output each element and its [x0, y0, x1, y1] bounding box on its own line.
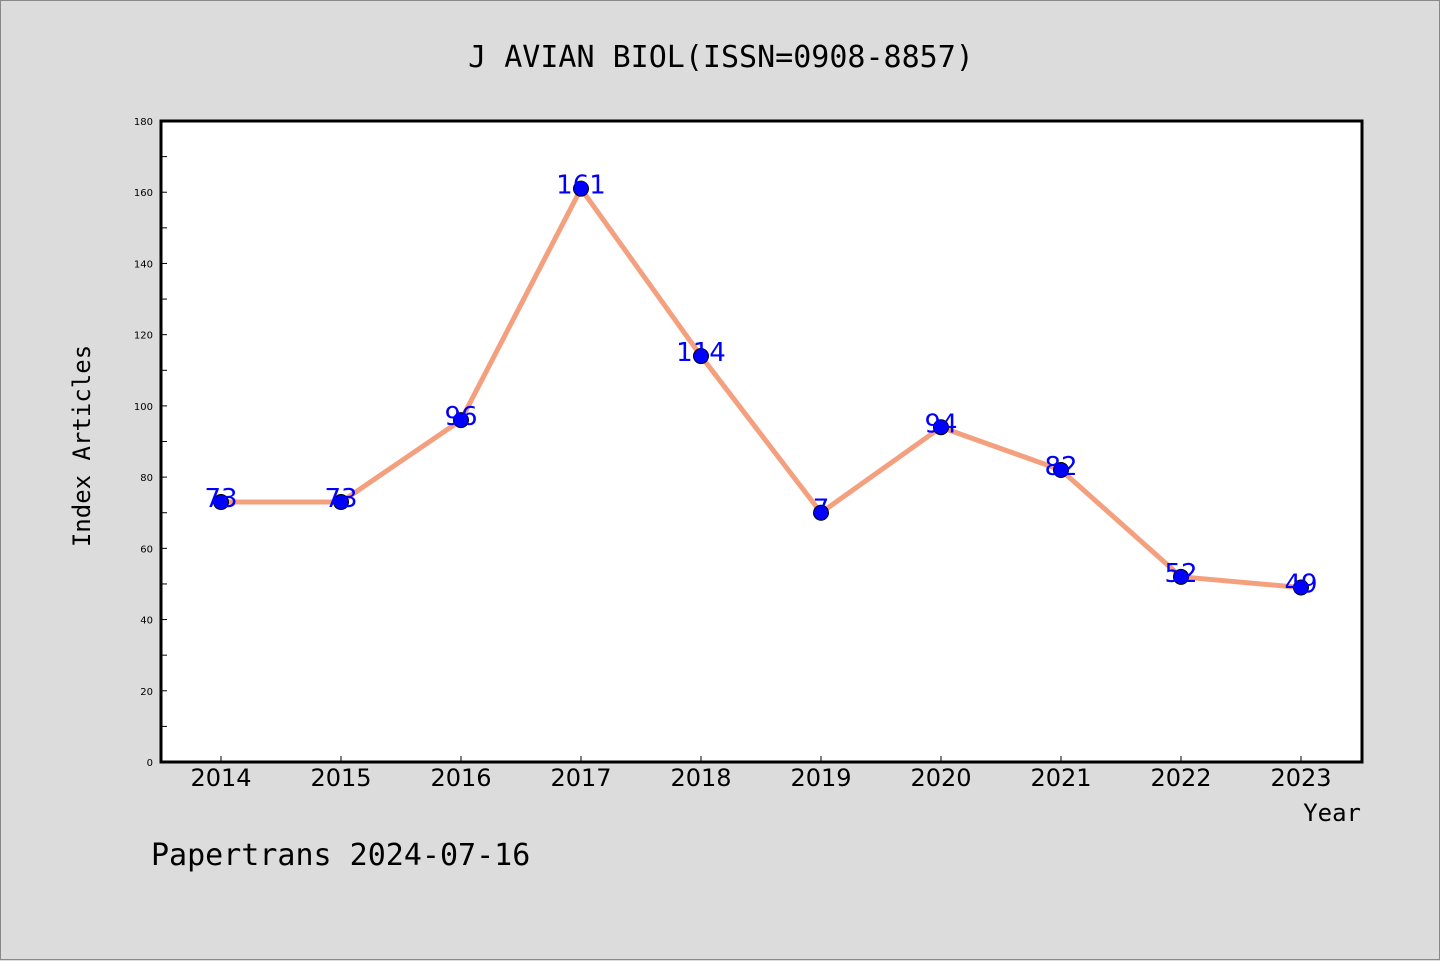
data-labels-group: 73 73 96 161 114 7 94 82 52 49 — [204, 171, 1317, 600]
footer-text: Papertrans 2024-07-16 — [151, 838, 530, 873]
data-label: 82 — [1044, 452, 1077, 482]
x-tick-label: 2022 — [1150, 764, 1211, 792]
y-tick-label: 60 — [140, 544, 153, 555]
x-tick-label: 2019 — [790, 764, 851, 792]
y-tick-label: 180 — [134, 117, 153, 128]
data-label: 73 — [324, 484, 357, 514]
x-tick-label: 2020 — [910, 764, 971, 792]
y-tick-label: 160 — [134, 188, 153, 199]
data-label: 96 — [444, 402, 477, 432]
data-point-marker — [213, 494, 229, 511]
x-tick-label: 2017 — [550, 764, 611, 792]
x-tick-label: 2015 — [310, 764, 371, 792]
data-label: 49 — [1284, 570, 1317, 600]
data-point-marker — [1053, 461, 1069, 478]
data-label: 7 — [813, 495, 830, 525]
data-point-marker — [333, 494, 349, 511]
data-label: 94 — [924, 409, 957, 439]
data-label: 161 — [556, 171, 606, 201]
x-axis: 2014 2015 2016 2017 2018 2019 2020 2021 2022 2023 — [190, 756, 1332, 792]
data-point-marker — [1293, 579, 1309, 596]
data-point-marker — [453, 412, 469, 429]
y-tick-label: 20 — [140, 687, 153, 698]
data-point-marker — [573, 180, 589, 197]
data-point-marker — [1173, 568, 1189, 585]
data-point-marker — [693, 348, 709, 365]
series-line — [218, 186, 1304, 591]
x-tick-label: 2018 — [670, 764, 731, 792]
x-tick-label: 2023 — [1270, 764, 1331, 792]
data-label: 114 — [676, 338, 726, 368]
x-tick-label: 2016 — [430, 764, 491, 792]
x-tick-label: 2021 — [1030, 764, 1091, 792]
data-label: 73 — [204, 484, 237, 514]
data-point-marker — [933, 419, 949, 436]
y-axis-label: Index Articles — [68, 345, 96, 547]
y-tick-label: 120 — [134, 331, 153, 342]
x-axis-label: Year — [1303, 799, 1361, 827]
data-label: 52 — [1164, 559, 1197, 589]
chart-title: J AVIAN BIOL(ISSN=0908-8857) — [468, 40, 974, 75]
y-axis: 0 20 40 60 80 100 120 140 160 180 — [134, 117, 167, 769]
y-tick-label: 100 — [134, 402, 153, 413]
plot-area — [159, 119, 1364, 764]
y-tick-label: 0 — [147, 758, 153, 769]
data-point-marker — [813, 504, 829, 521]
series-line-group — [213, 180, 1309, 596]
y-tick-label: 40 — [140, 616, 153, 627]
x-tick-label: 2014 — [190, 764, 251, 792]
y-tick-label: 140 — [134, 259, 153, 270]
y-tick-label: 80 — [140, 473, 153, 484]
